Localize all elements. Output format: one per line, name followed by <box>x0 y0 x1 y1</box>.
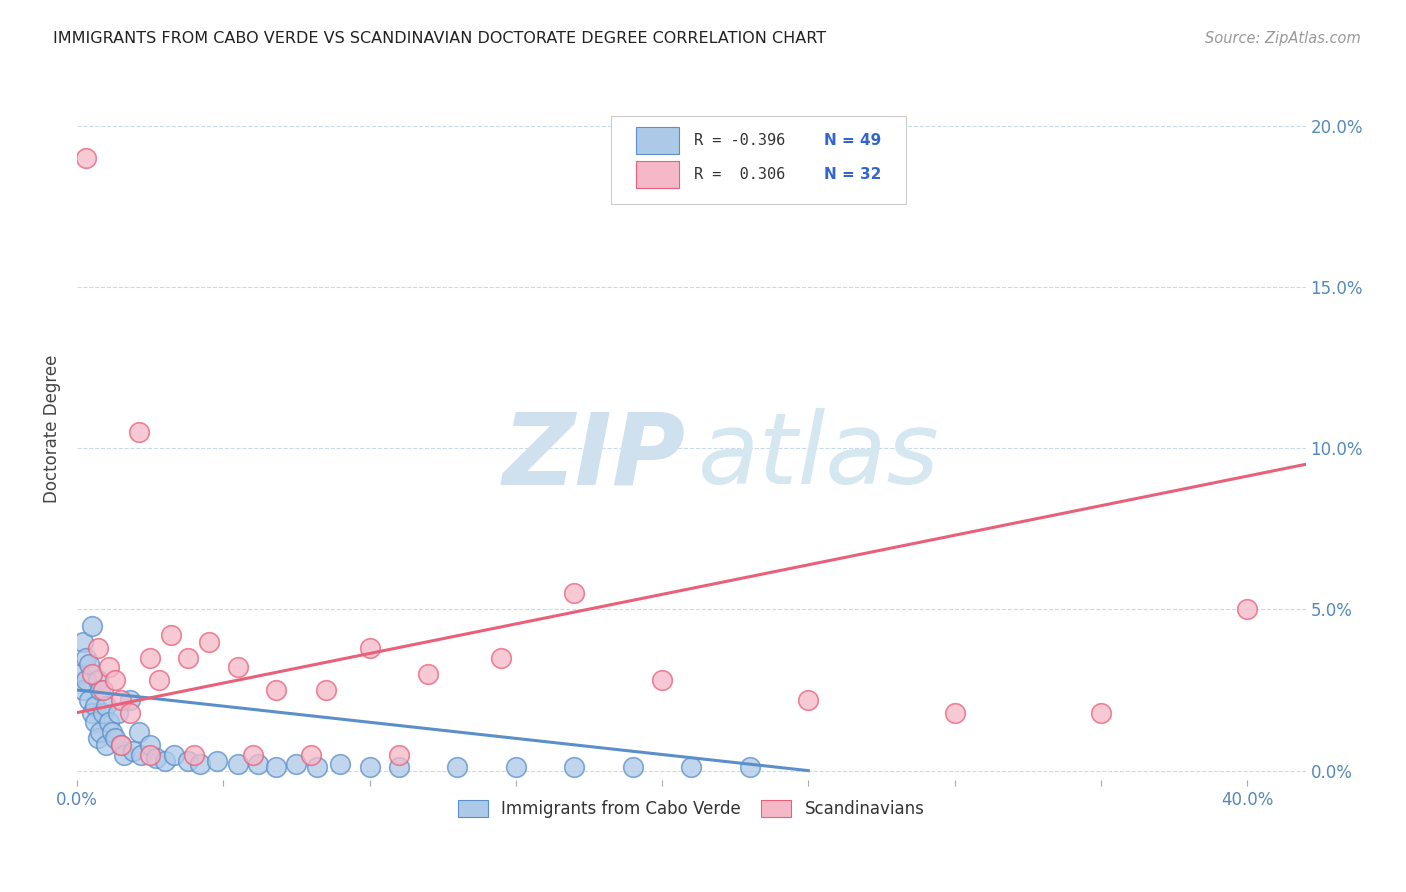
Point <box>139 738 162 752</box>
Point <box>505 760 527 774</box>
Point <box>83 699 105 714</box>
Point <box>359 641 381 656</box>
Point <box>681 760 703 774</box>
Point <box>159 628 181 642</box>
Text: Source: ZipAtlas.com: Source: ZipAtlas.com <box>1205 31 1361 46</box>
Point <box>107 706 129 720</box>
Point <box>247 757 270 772</box>
Point <box>128 725 150 739</box>
Point <box>183 747 205 762</box>
Point <box>80 706 103 720</box>
Text: IMMIGRANTS FROM CABO VERDE VS SCANDINAVIAN DOCTORATE DEGREE CORRELATION CHART: IMMIGRANTS FROM CABO VERDE VS SCANDINAVI… <box>53 31 827 46</box>
Point <box>86 673 108 688</box>
Point <box>562 760 585 774</box>
Point <box>738 760 761 774</box>
Point <box>329 757 352 772</box>
Point <box>110 738 132 752</box>
Point <box>104 731 127 746</box>
Point <box>651 673 673 688</box>
Point <box>139 650 162 665</box>
Point <box>98 660 121 674</box>
Y-axis label: Doctorate Degree: Doctorate Degree <box>44 355 60 503</box>
Text: N = 32: N = 32 <box>824 167 882 182</box>
Point <box>148 673 170 688</box>
Point <box>943 706 966 720</box>
Point <box>83 715 105 730</box>
Point <box>96 699 118 714</box>
Point <box>128 425 150 439</box>
Point <box>98 715 121 730</box>
Point <box>139 747 162 762</box>
Point <box>89 725 111 739</box>
Point <box>110 738 132 752</box>
Point <box>285 757 308 772</box>
Point <box>197 634 219 648</box>
Point <box>86 641 108 656</box>
Point <box>112 747 135 762</box>
Text: atlas: atlas <box>697 409 939 506</box>
Point <box>359 760 381 774</box>
Point <box>1090 706 1112 720</box>
Point <box>797 692 820 706</box>
Bar <box>636 161 679 188</box>
Point <box>188 757 211 772</box>
Point <box>264 760 287 774</box>
Point <box>1236 602 1258 616</box>
Point <box>621 760 644 774</box>
Point <box>299 747 322 762</box>
Point <box>80 666 103 681</box>
Point <box>80 618 103 632</box>
Text: R =  0.306: R = 0.306 <box>693 167 785 182</box>
Point <box>131 747 153 762</box>
Point <box>388 760 411 774</box>
Point <box>162 747 184 762</box>
Bar <box>636 128 679 154</box>
Point <box>145 750 167 764</box>
Point <box>93 683 115 698</box>
Point <box>104 673 127 688</box>
Point <box>562 586 585 600</box>
Legend: Immigrants from Cabo Verde, Scandinavians: Immigrants from Cabo Verde, Scandinavian… <box>451 793 931 825</box>
Point <box>110 692 132 706</box>
Point <box>177 650 200 665</box>
Point <box>305 760 328 774</box>
Text: ZIP: ZIP <box>502 409 685 506</box>
Point <box>72 634 94 648</box>
Point <box>75 673 97 688</box>
Point <box>69 666 91 681</box>
Point <box>226 660 249 674</box>
Point <box>242 747 264 762</box>
Point <box>118 706 141 720</box>
Point <box>388 747 411 762</box>
Point <box>75 151 97 165</box>
Point <box>77 692 100 706</box>
Point <box>86 731 108 746</box>
Point <box>75 650 97 665</box>
Point <box>177 754 200 768</box>
Point <box>72 683 94 698</box>
Point <box>264 683 287 698</box>
Point <box>121 744 143 758</box>
Point <box>315 683 337 698</box>
Point <box>153 754 176 768</box>
Point <box>93 706 115 720</box>
Text: R = -0.396: R = -0.396 <box>693 133 785 148</box>
Text: N = 49: N = 49 <box>824 133 882 148</box>
Point <box>96 738 118 752</box>
Point <box>101 725 124 739</box>
Point <box>77 657 100 672</box>
Point <box>118 692 141 706</box>
Point <box>446 760 468 774</box>
Point <box>489 650 512 665</box>
Point <box>416 666 439 681</box>
Point <box>226 757 249 772</box>
Point <box>89 683 111 698</box>
Point <box>207 754 229 768</box>
FancyBboxPatch shape <box>612 116 907 204</box>
